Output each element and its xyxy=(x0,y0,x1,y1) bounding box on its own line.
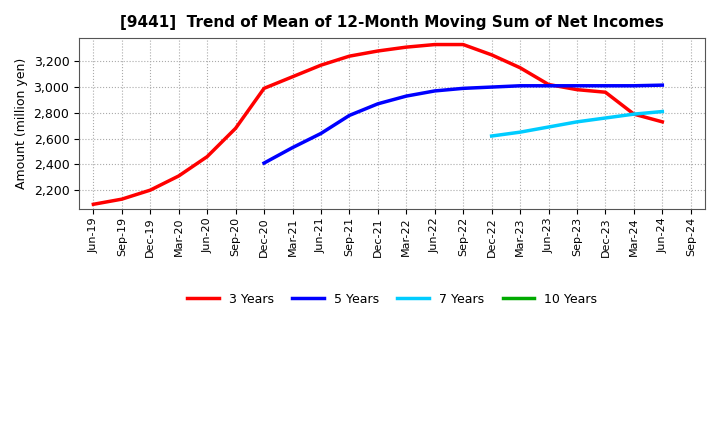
5 Years xyxy=(487,84,496,90)
7 Years xyxy=(601,115,610,121)
5 Years xyxy=(288,145,297,150)
7 Years xyxy=(629,111,638,117)
3 Years xyxy=(629,111,638,117)
5 Years xyxy=(601,83,610,88)
3 Years xyxy=(431,42,439,47)
Line: 5 Years: 5 Years xyxy=(264,85,662,163)
3 Years xyxy=(317,62,325,68)
5 Years xyxy=(572,83,581,88)
3 Years xyxy=(345,54,354,59)
5 Years xyxy=(544,83,553,88)
Line: 3 Years: 3 Years xyxy=(94,44,662,204)
5 Years xyxy=(516,83,524,88)
3 Years xyxy=(516,65,524,70)
3 Years xyxy=(572,87,581,92)
3 Years xyxy=(117,197,126,202)
5 Years xyxy=(629,83,638,88)
7 Years xyxy=(516,129,524,135)
5 Years xyxy=(459,86,467,91)
Legend: 3 Years, 5 Years, 7 Years, 10 Years: 3 Years, 5 Years, 7 Years, 10 Years xyxy=(182,288,602,311)
3 Years xyxy=(174,173,183,179)
3 Years xyxy=(231,126,240,131)
Line: 7 Years: 7 Years xyxy=(492,112,662,136)
7 Years xyxy=(487,133,496,139)
3 Years xyxy=(260,86,269,91)
5 Years xyxy=(317,131,325,136)
3 Years xyxy=(203,154,212,159)
7 Years xyxy=(544,125,553,130)
5 Years xyxy=(345,113,354,118)
7 Years xyxy=(658,109,667,114)
3 Years xyxy=(402,44,410,50)
5 Years xyxy=(658,82,667,88)
3 Years xyxy=(89,202,98,207)
3 Years xyxy=(374,48,382,54)
5 Years xyxy=(431,88,439,94)
3 Years xyxy=(601,90,610,95)
5 Years xyxy=(402,93,410,99)
3 Years xyxy=(288,74,297,79)
3 Years xyxy=(658,119,667,125)
3 Years xyxy=(459,42,467,47)
5 Years xyxy=(260,161,269,166)
3 Years xyxy=(544,82,553,87)
5 Years xyxy=(374,101,382,106)
Y-axis label: Amount (million yen): Amount (million yen) xyxy=(15,58,28,189)
7 Years xyxy=(572,119,581,125)
Title: [9441]  Trend of Mean of 12-Month Moving Sum of Net Incomes: [9441] Trend of Mean of 12-Month Moving … xyxy=(120,15,664,30)
3 Years xyxy=(487,52,496,58)
3 Years xyxy=(146,187,155,193)
